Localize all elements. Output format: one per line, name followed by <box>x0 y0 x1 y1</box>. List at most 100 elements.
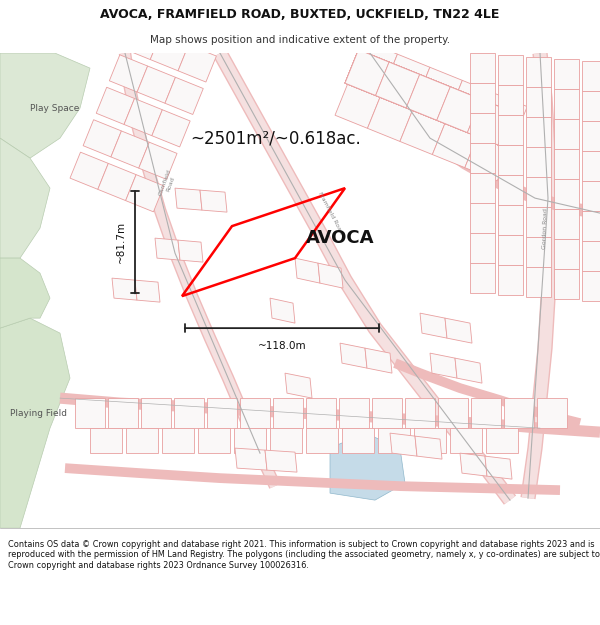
Polygon shape <box>350 41 397 91</box>
Polygon shape <box>470 263 495 293</box>
Polygon shape <box>285 373 312 398</box>
Polygon shape <box>465 131 512 181</box>
Polygon shape <box>178 45 217 82</box>
Polygon shape <box>467 99 511 145</box>
Polygon shape <box>526 147 551 177</box>
Polygon shape <box>415 436 442 459</box>
Polygon shape <box>345 50 389 96</box>
Polygon shape <box>163 1 202 38</box>
Polygon shape <box>537 398 567 428</box>
Polygon shape <box>125 174 164 212</box>
Polygon shape <box>174 398 204 428</box>
Polygon shape <box>70 152 109 189</box>
Polygon shape <box>526 117 551 147</box>
Polygon shape <box>420 313 447 338</box>
Polygon shape <box>155 238 180 260</box>
Polygon shape <box>345 50 389 96</box>
Text: Contains OS data © Crown copyright and database right 2021. This information is : Contains OS data © Crown copyright and d… <box>8 540 600 569</box>
Polygon shape <box>295 258 320 283</box>
Polygon shape <box>0 258 50 328</box>
Polygon shape <box>318 263 343 288</box>
Polygon shape <box>378 428 410 453</box>
Polygon shape <box>365 348 392 373</box>
Text: Playing Field: Playing Field <box>10 409 67 418</box>
Polygon shape <box>582 241 600 271</box>
Polygon shape <box>135 280 160 302</box>
Polygon shape <box>450 428 482 453</box>
Polygon shape <box>455 358 482 383</box>
Text: ~118.0m: ~118.0m <box>257 341 307 351</box>
Polygon shape <box>470 143 495 173</box>
Polygon shape <box>582 211 600 241</box>
Text: Camfield
Road: Camfield Road <box>158 168 178 198</box>
Polygon shape <box>554 59 579 89</box>
Polygon shape <box>150 34 188 71</box>
Polygon shape <box>498 235 523 265</box>
Polygon shape <box>90 428 122 453</box>
Polygon shape <box>136 0 174 27</box>
Polygon shape <box>339 398 369 428</box>
Polygon shape <box>345 50 389 96</box>
Polygon shape <box>498 85 523 115</box>
Polygon shape <box>467 99 511 145</box>
Polygon shape <box>486 428 518 453</box>
Polygon shape <box>406 74 450 120</box>
Polygon shape <box>96 88 134 124</box>
Polygon shape <box>445 318 472 343</box>
Polygon shape <box>437 87 481 132</box>
Polygon shape <box>406 74 450 120</box>
Polygon shape <box>498 55 523 85</box>
Polygon shape <box>270 428 302 453</box>
Polygon shape <box>554 89 579 119</box>
Polygon shape <box>498 205 523 235</box>
Polygon shape <box>470 113 495 143</box>
Polygon shape <box>582 61 600 91</box>
Polygon shape <box>582 151 600 181</box>
Polygon shape <box>437 87 481 132</box>
Polygon shape <box>526 207 551 237</box>
Polygon shape <box>437 87 481 132</box>
Polygon shape <box>98 163 136 201</box>
Polygon shape <box>406 74 450 120</box>
Polygon shape <box>470 83 495 113</box>
Polygon shape <box>124 99 163 136</box>
Polygon shape <box>306 398 336 428</box>
Polygon shape <box>414 428 446 453</box>
Polygon shape <box>306 428 338 453</box>
Polygon shape <box>498 115 523 145</box>
Polygon shape <box>137 66 175 103</box>
Polygon shape <box>470 173 495 203</box>
Polygon shape <box>582 181 600 211</box>
Polygon shape <box>376 62 419 108</box>
Polygon shape <box>460 453 487 476</box>
Polygon shape <box>335 78 382 128</box>
Polygon shape <box>345 50 389 96</box>
Polygon shape <box>470 203 495 233</box>
Text: Gordon Road: Gordon Road <box>542 208 548 249</box>
Polygon shape <box>191 12 229 49</box>
Text: AVOCA: AVOCA <box>306 229 374 247</box>
Polygon shape <box>141 398 171 428</box>
Polygon shape <box>340 343 367 368</box>
Polygon shape <box>467 99 511 145</box>
Polygon shape <box>382 54 430 104</box>
Polygon shape <box>198 428 230 453</box>
Polygon shape <box>433 118 480 168</box>
Polygon shape <box>376 62 419 108</box>
Text: Framfield Road: Framfield Road <box>317 191 343 235</box>
Text: Play Space: Play Space <box>31 104 80 112</box>
Polygon shape <box>152 110 190 147</box>
Polygon shape <box>0 53 90 158</box>
Polygon shape <box>376 62 419 108</box>
Polygon shape <box>126 428 158 453</box>
Polygon shape <box>240 398 270 428</box>
Polygon shape <box>470 233 495 263</box>
Polygon shape <box>437 87 481 132</box>
Polygon shape <box>485 456 512 479</box>
Polygon shape <box>0 318 70 528</box>
Polygon shape <box>406 74 450 120</box>
Polygon shape <box>270 298 295 323</box>
Polygon shape <box>345 50 389 96</box>
Polygon shape <box>165 78 203 114</box>
Polygon shape <box>0 138 50 258</box>
